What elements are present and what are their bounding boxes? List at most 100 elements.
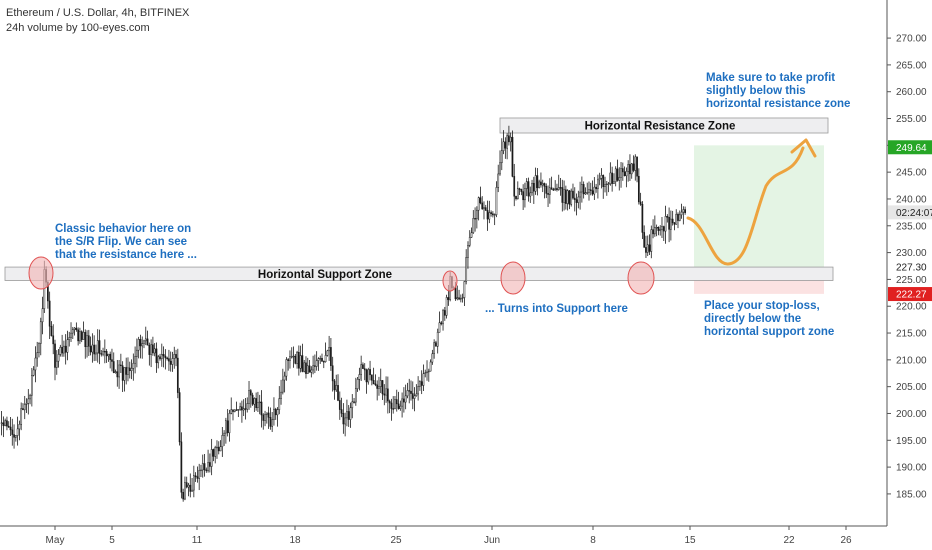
candle: [214, 445, 217, 464]
candle: [637, 168, 640, 205]
candle-body: [118, 364, 120, 378]
candle: [513, 163, 516, 207]
candle-body: [242, 408, 245, 411]
candle: [233, 409, 236, 413]
candle-body: [59, 346, 62, 355]
candle-body: [25, 403, 28, 405]
candle-body: [64, 345, 67, 353]
candle: [342, 403, 345, 434]
candle-body: [410, 390, 412, 394]
candle: [276, 407, 279, 427]
candle: [225, 417, 227, 444]
candle-body: [584, 192, 587, 195]
candle: [237, 408, 240, 418]
candle-body: [103, 351, 106, 353]
candle-body: [506, 135, 508, 149]
candle: [354, 377, 357, 406]
candle-body: [600, 175, 603, 179]
candle: [438, 311, 441, 333]
candle-body: [363, 368, 366, 371]
candle: [303, 360, 306, 373]
candle-body: [155, 348, 158, 364]
candle: [604, 176, 606, 193]
candle-body: [458, 297, 460, 300]
candle-body: [13, 434, 15, 438]
candle: [536, 168, 539, 196]
candle: [540, 172, 542, 188]
candle: [79, 327, 81, 344]
candle-body: [426, 371, 428, 373]
y-tick-label: 190.00: [896, 463, 927, 474]
candle: [588, 181, 590, 201]
candle-body: [93, 344, 96, 355]
x-tick-label: 5: [109, 535, 115, 546]
candle-body: [504, 141, 507, 149]
candle: [16, 416, 19, 446]
candle-body: [443, 310, 446, 316]
x-tick-label: 25: [390, 535, 402, 546]
candle-body: [141, 343, 144, 347]
candle-body: [271, 419, 274, 427]
candle-body: [308, 365, 311, 373]
candle: [548, 178, 551, 204]
candle-body: [419, 381, 421, 387]
candle-body: [292, 355, 295, 358]
candle: [415, 384, 418, 397]
candle: [0, 411, 3, 436]
candle-body: [552, 189, 555, 191]
candle-body: [111, 359, 113, 362]
candle-body: [285, 359, 288, 377]
candle: [654, 215, 656, 237]
candle: [328, 335, 330, 361]
candle: [100, 350, 103, 357]
candle-body: [474, 218, 476, 220]
candle: [431, 349, 434, 365]
candle-body: [34, 357, 37, 371]
candle: [73, 327, 76, 336]
candle-body: [248, 390, 250, 404]
candle: [89, 336, 92, 356]
candle: [630, 162, 633, 179]
candle-body: [322, 361, 325, 363]
candle: [520, 188, 523, 196]
candle-body: [310, 369, 313, 373]
y-tick-label: 265.00: [896, 60, 927, 71]
candle: [269, 407, 272, 430]
candle-body: [4, 420, 7, 426]
candle: [180, 432, 183, 499]
candle-body: [524, 188, 526, 201]
candle: [490, 210, 492, 217]
candle-body: [315, 360, 318, 367]
candle: [265, 412, 268, 424]
candle-body: [298, 351, 300, 369]
candle-body: [136, 349, 138, 357]
candle: [255, 392, 257, 411]
candle-body: [221, 435, 224, 448]
candle: [141, 336, 144, 359]
candle: [632, 155, 635, 173]
candle: [63, 340, 65, 357]
candle-body: [228, 413, 231, 434]
candle-body: [86, 335, 88, 347]
candle-body: [184, 482, 186, 500]
zone-touch-circle-4: [627, 261, 655, 295]
candle-body: [330, 347, 332, 366]
candle-body: [392, 408, 395, 410]
candle: [677, 212, 679, 229]
candle: [230, 397, 233, 415]
candle-body: [611, 172, 613, 184]
candle: [200, 464, 202, 477]
candle: [290, 347, 293, 359]
y-tick-label: 185.00: [896, 489, 927, 500]
candle-body: [522, 191, 524, 201]
candle: [652, 219, 654, 239]
candle-body: [645, 247, 647, 253]
candle: [93, 335, 96, 362]
candle-body: [554, 188, 557, 191]
candle-body: [465, 257, 468, 282]
candle-body: [123, 367, 126, 381]
candle: [363, 363, 366, 381]
candle-body: [63, 345, 65, 354]
candle: [522, 184, 524, 210]
